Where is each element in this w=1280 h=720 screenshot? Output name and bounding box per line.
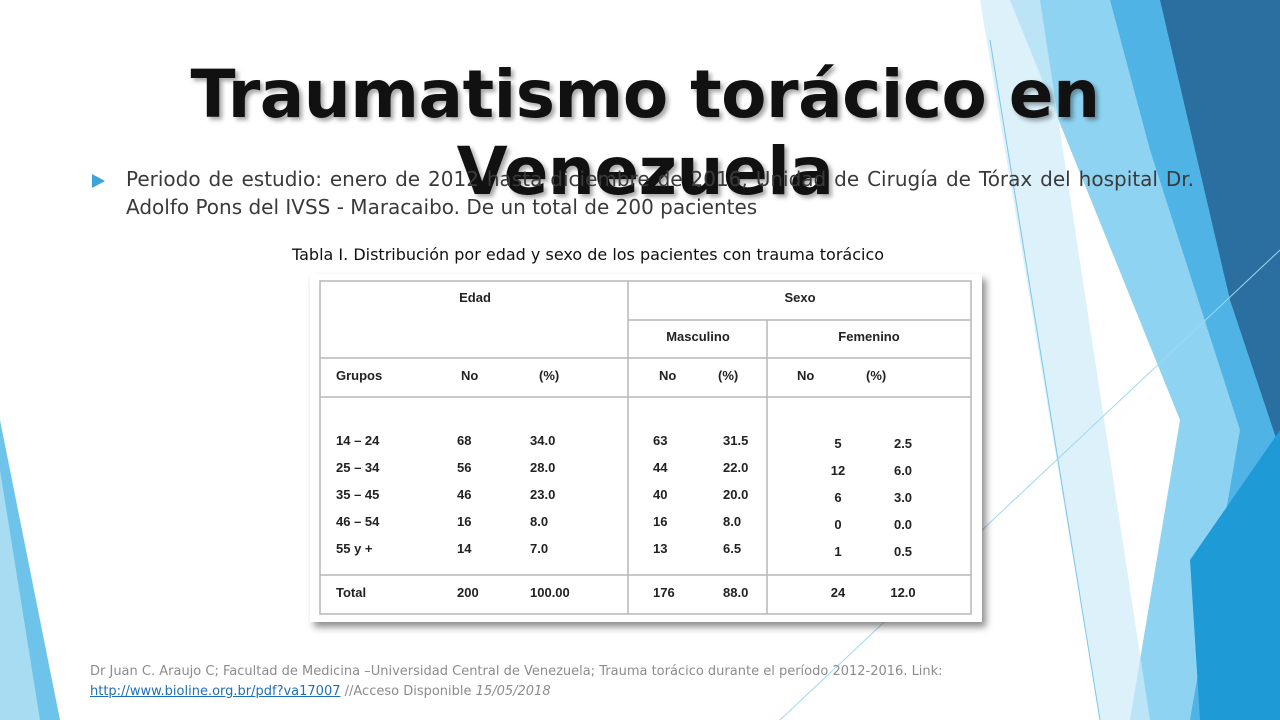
table-caption: Tabla I. Distribución por edad y sexo de…: [292, 245, 885, 264]
cell-pct: 34.0: [530, 433, 556, 448]
table-border: [319, 280, 972, 615]
cell-f-no: 6: [834, 490, 842, 505]
cell-grupo: Total: [336, 585, 367, 600]
col-header-f-pct: (%): [866, 368, 887, 383]
header-masculino: Masculino: [666, 329, 730, 344]
cell-grupo: 55 y +: [336, 541, 373, 556]
cell-no: 56: [457, 460, 472, 475]
cell-m-no: 13: [653, 541, 668, 556]
header-sexo: Sexo: [784, 290, 816, 305]
cell-pct: 8.0: [530, 514, 549, 529]
cell-m-no: 63: [653, 433, 668, 448]
header-edad: Edad: [459, 290, 491, 305]
cell-no: 200: [457, 585, 479, 600]
bg-line-2: [779, 249, 1280, 720]
cell-m-pct: 88.0: [723, 585, 749, 600]
header-femenino: Femenino: [838, 329, 900, 344]
cell-grupo: 35 – 45: [336, 487, 380, 502]
footer-citation: Dr Juan C. Araujo C; Facultad de Medicin…: [90, 662, 1050, 702]
col-header-m-no: No: [659, 368, 677, 383]
table-grid: [319, 280, 972, 615]
cell-f-no: 0: [834, 517, 842, 532]
cell-m-pct: 8.0: [723, 514, 742, 529]
cell-f-pct: 0.5: [893, 544, 913, 559]
col-header-pct: (%): [539, 368, 560, 383]
cell-f-no: 12: [830, 463, 846, 478]
slide-title: Traumatismo torácico en Venezuela: [190, 56, 1100, 210]
cell-no: 16: [457, 514, 472, 529]
cell-m-no: 44: [653, 460, 668, 475]
cell-m-no: 176: [653, 585, 675, 600]
cell-f-pct: 0.0: [893, 517, 913, 532]
cell-m-pct: 20.0: [723, 487, 749, 502]
cell-f-pct: 12.0: [890, 585, 916, 600]
cell-m-pct: 22.0: [723, 460, 749, 475]
col-header-f-no: No: [797, 368, 815, 383]
bg-shape-left-pale: [0, 470, 40, 720]
citation-text: Dr Juan C. Araujo C; Facultad de Medicin…: [90, 664, 943, 679]
cell-m-no: 40: [653, 487, 668, 502]
access-date: 15/05/2018: [475, 684, 551, 699]
access-text: //Acceso Disponible: [340, 684, 476, 699]
source-link[interactable]: http://www.bioline.org.br/pdf?va17007: [90, 684, 341, 699]
cell-no: 14: [457, 541, 472, 556]
cell-pct: 100.00: [530, 585, 570, 600]
cell-f-pct: 2.5: [893, 436, 913, 451]
cell-grupo: 25 – 34: [336, 460, 380, 475]
bullet-text: Periodo de estudio: enero de 2012 hasta …: [126, 167, 1194, 219]
col-header-m-pct: (%): [718, 368, 739, 383]
cell-f-no: 24: [830, 585, 846, 600]
bullet-item: Periodo de estudio: enero de 2012 hasta …: [92, 165, 1194, 221]
bg-line-1: [989, 39, 1101, 720]
col-header-no: No: [461, 368, 479, 383]
cell-pct: 23.0: [530, 487, 556, 502]
cell-no: 46: [457, 487, 472, 502]
cell-f-no: 5: [834, 436, 842, 451]
cell-f-pct: 3.0: [893, 490, 913, 505]
data-table: Edad Sexo Masculino Femenino Grupos No (…: [310, 274, 982, 622]
cell-m-pct: 6.5: [723, 541, 742, 556]
cell-no: 68: [457, 433, 472, 448]
cell-grupo: 14 – 24: [336, 433, 380, 448]
cell-f-pct: 6.0: [893, 463, 913, 478]
cell-pct: 28.0: [530, 460, 556, 475]
bg-shape-dark-right: [1160, 0, 1280, 450]
col-header-grupos: Grupos: [336, 368, 383, 383]
cell-grupo: 46 – 54: [336, 514, 380, 529]
bg-shape-bright-right: [1190, 430, 1280, 720]
bullet-arrow-icon: [92, 174, 105, 188]
cell-pct: 7.0: [530, 541, 549, 556]
bg-shape-pale-triangle: [980, 0, 1150, 720]
cell-m-pct: 31.5: [723, 433, 749, 448]
cell-f-no: 1: [834, 544, 842, 559]
cell-m-no: 16: [653, 514, 668, 529]
